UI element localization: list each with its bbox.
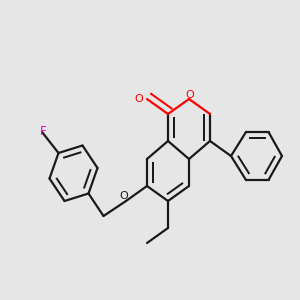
Text: O: O [186, 90, 195, 100]
Text: O: O [119, 191, 128, 201]
Text: F: F [40, 125, 46, 138]
Text: O: O [134, 94, 143, 104]
